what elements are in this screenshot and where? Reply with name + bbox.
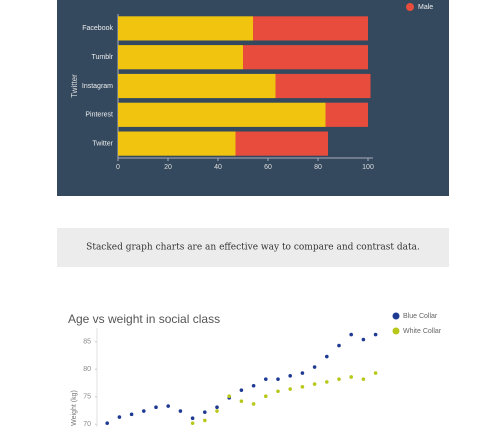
y-tick-label: Instagram xyxy=(82,83,113,90)
x-tick-label: 100 xyxy=(362,164,374,171)
point xyxy=(142,409,146,413)
point xyxy=(227,394,231,399)
bar-segment xyxy=(118,16,253,41)
point xyxy=(337,343,341,348)
point xyxy=(215,405,219,410)
y-tick-label: Tumblr xyxy=(91,54,113,61)
point xyxy=(251,383,256,388)
point xyxy=(300,385,305,389)
point xyxy=(264,394,268,399)
point xyxy=(276,377,280,381)
point xyxy=(154,405,158,410)
legend-label: Male xyxy=(418,4,433,11)
point xyxy=(251,402,256,406)
legend-marker xyxy=(406,3,414,11)
legend-label: Blue Collar xyxy=(403,313,438,320)
point xyxy=(166,404,170,408)
point xyxy=(117,415,122,419)
point xyxy=(239,399,244,403)
y-axis-label: Twitter xyxy=(70,74,79,98)
y-tick-label: 85 xyxy=(83,339,91,346)
point xyxy=(361,337,366,342)
bar-segment xyxy=(325,102,368,127)
point xyxy=(349,375,354,379)
point xyxy=(129,412,134,417)
legend-label: White Collar xyxy=(403,328,442,335)
y-tick-label: Pinterest xyxy=(85,112,113,119)
legend-marker xyxy=(392,327,400,335)
point xyxy=(264,377,268,381)
chart-title: Age vs weight in social class xyxy=(68,312,220,326)
point xyxy=(312,365,317,369)
point xyxy=(300,371,305,375)
x-tick-label: 60 xyxy=(264,164,272,171)
point xyxy=(190,421,195,425)
y-tick-label: 75 xyxy=(83,394,91,401)
bar-segment xyxy=(118,45,243,70)
bar-segment xyxy=(243,45,368,70)
x-tick-label: 0 xyxy=(116,164,120,171)
bar-segment xyxy=(235,131,328,156)
bar-segment xyxy=(118,102,326,127)
caption-box xyxy=(57,228,449,267)
bar-segment xyxy=(118,73,276,99)
point xyxy=(373,332,378,337)
point xyxy=(178,409,183,413)
x-tick-label: 20 xyxy=(164,164,172,171)
point xyxy=(337,377,341,381)
y-tick-label: 70 xyxy=(83,421,91,427)
y-axis-label: Weight (kg) xyxy=(71,390,78,426)
y-tick-label: Twitter xyxy=(92,140,113,147)
bar-segment xyxy=(253,16,368,41)
point xyxy=(325,380,329,384)
caption: Stacked graph charts are an effective wa… xyxy=(86,243,420,253)
point xyxy=(203,418,207,423)
point xyxy=(215,409,219,413)
bar-segment xyxy=(118,131,236,156)
point xyxy=(288,387,293,391)
point xyxy=(373,371,378,375)
point xyxy=(288,374,293,378)
point xyxy=(239,388,244,392)
point xyxy=(203,410,207,414)
y-tick-label: 80 xyxy=(83,366,91,373)
y-tick-label: Facebook xyxy=(82,25,113,32)
x-tick-label: 80 xyxy=(314,164,322,171)
point xyxy=(276,389,280,394)
legend-marker xyxy=(392,312,400,320)
bar-segment xyxy=(275,73,371,99)
point xyxy=(105,421,109,425)
point xyxy=(325,354,329,359)
x-tick-label: 40 xyxy=(214,164,222,171)
point xyxy=(361,377,366,381)
point xyxy=(190,416,195,421)
point xyxy=(312,382,317,386)
point xyxy=(349,332,354,337)
